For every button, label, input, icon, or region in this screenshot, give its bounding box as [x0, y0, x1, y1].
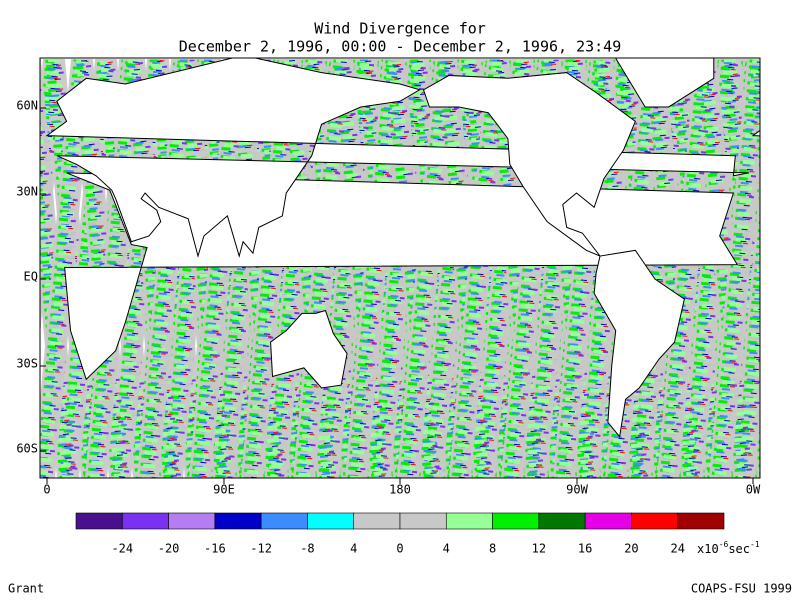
continent [0, 50, 8, 107]
colorbar-swatch [260, 512, 308, 530]
colorbar-swatch [677, 512, 725, 530]
colorbar-label: 12 [532, 542, 546, 556]
lon-label: 90E [213, 483, 235, 497]
lat-label: 60N [16, 99, 38, 113]
colorbar-label: -8 [300, 542, 314, 556]
continent [422, 72, 636, 258]
swath-texture [298, 59, 728, 478]
continent [40, 172, 44, 174]
colorbar-label: 4 [443, 542, 450, 556]
colorbar-label: -12 [250, 542, 272, 556]
colorbar-swatch [399, 512, 447, 530]
colorbar-label: 20 [624, 542, 638, 556]
unit-exp: -1 [750, 540, 760, 549]
colorbar-swatch [353, 512, 401, 530]
continent [771, 173, 800, 379]
continent [593, 249, 685, 438]
colorbar-swatch [538, 512, 586, 530]
colorbar-swatch [168, 512, 216, 530]
colorbar-label: -24 [111, 542, 133, 556]
swath-texture [201, 59, 625, 478]
lon-label: 0 [43, 483, 50, 497]
footer-right: COAPS-FSU 1999 [691, 582, 792, 596]
unit-label: x10-6sec-1 [697, 540, 760, 556]
lon-label: 0W [746, 483, 761, 497]
colorbar-swatch [445, 512, 493, 530]
colorbar: -24 -20 -16 -12 -8 4 0 4 8 12 16 20 24 [75, 512, 725, 556]
colorbar-swatch [214, 512, 262, 530]
title-line: December 2, 1996, 00:00 - December 2, 19… [179, 38, 622, 56]
colorbar-label: 24 [670, 542, 684, 556]
lat-label: 30N [16, 185, 38, 199]
lat-label: 60S [16, 442, 38, 456]
continent [751, 129, 760, 137]
colorbar-swatch [492, 512, 540, 530]
map [0, 50, 800, 478]
swath-texture [90, 59, 520, 478]
lon-label: 180 [389, 483, 411, 497]
swath [657, 59, 760, 478]
colorbar-label: -16 [204, 542, 226, 556]
colorbar-swatch [307, 512, 355, 530]
colorbar-swatch [121, 512, 169, 530]
colorbar-label: 8 [489, 542, 496, 556]
swath-texture [617, 59, 760, 478]
swath-texture [506, 59, 760, 478]
colorbar-swatch [631, 512, 679, 530]
colorbar-swatch [584, 512, 632, 530]
continent [270, 309, 348, 389]
title-line: Wind Divergence for [314, 20, 486, 38]
colorbar-label: 0 [396, 542, 403, 556]
lat-label: 30S [16, 357, 38, 371]
footer-left: Grant [8, 582, 44, 596]
colorbar-label: 4 [350, 542, 357, 556]
colorbar-label: -20 [158, 542, 180, 556]
unit-name: sec [728, 542, 750, 556]
unit-base: x10 [697, 542, 719, 556]
colorbar-swatch [75, 512, 123, 530]
swath-texture [558, 59, 760, 478]
unit-exp: -6 [719, 540, 729, 549]
colorbar-label: 16 [578, 542, 592, 556]
continent [45, 58, 750, 258]
axes: 60N 30N EQ 30S 60S 0 90E 180 90W 0W [16, 99, 761, 497]
lat-label: EQ [24, 270, 38, 284]
lon-label: 90W [566, 483, 588, 497]
